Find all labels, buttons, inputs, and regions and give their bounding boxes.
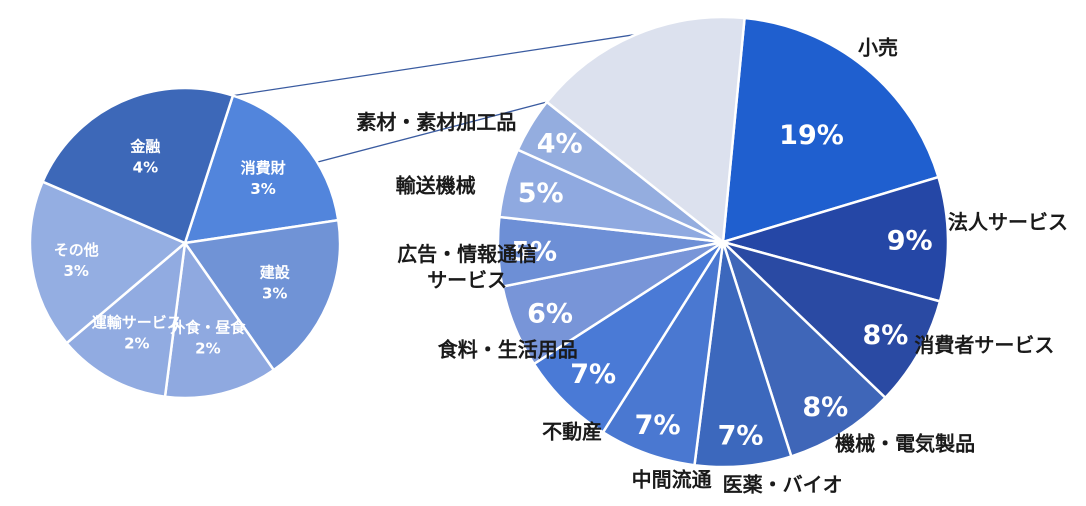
main-pie-slice-11 (545, 15, 746, 245)
main-pct-label-0: 19% (779, 120, 844, 151)
sub-pie-slice-2 (163, 239, 276, 400)
sub-pie-slice-5 (40, 86, 235, 245)
main-pct-label-1: 9% (887, 226, 933, 257)
main-category-label-10: 素材・素材加工品 (356, 110, 516, 134)
main-pct-label-5: 7% (635, 410, 681, 441)
sub-category-label-1: 建設 (260, 264, 291, 282)
main-pct-label-10: 4% (537, 129, 583, 160)
sub-pie-labels: 消費財 3% 建設 3% 外食・昼食 2% 運輸サービス 2% その他 3% 金融 4% (54, 138, 291, 358)
main-pie (496, 15, 950, 469)
sub-pie-slice-0 (183, 94, 340, 245)
main-category-label-4: 医薬・バイオ (723, 473, 843, 497)
sub-category-label-2: 外食・昼食 (169, 318, 246, 336)
sub-pie-slice-3 (64, 239, 187, 399)
sub-category-label-4: その他 (54, 241, 99, 259)
sub-pie (28, 86, 342, 400)
main-pct-label-6: 7% (570, 359, 616, 390)
main-category-label-1: 法人サービス (948, 210, 1068, 234)
main-category-label-9: 輸送機械 (396, 173, 476, 197)
main-pct-label-4: 7% (718, 421, 764, 452)
main-pct-label-7: 6% (527, 298, 573, 329)
main-pie-slice-0 (721, 16, 940, 244)
sub-pct-label-5: 4% (133, 159, 158, 177)
main-category-label-3: 機械・電気製品 (835, 431, 975, 455)
main-pct-label-8: 5% (511, 236, 557, 267)
main-pie-slice-2 (722, 240, 942, 400)
main-pct-label-3: 8% (802, 392, 848, 423)
sub-pct-label-3: 2% (124, 335, 149, 353)
sub-category-label-0: 消費財 (241, 159, 286, 177)
sub-pct-label-1: 3% (262, 285, 287, 303)
sub-pct-label-4: 3% (63, 262, 88, 280)
sub-pie-slice-1 (182, 218, 342, 372)
main-pct-label-9: 5% (518, 178, 564, 209)
main-pie-slice-3 (721, 241, 888, 458)
main-pct-label-2: 8% (862, 320, 908, 351)
main-pie-labels: 19% 9% 8% 8% 7% 7% 7% 6% 5% 5% 4% 小売法人サービス消費者サービス機械… (356, 36, 1068, 497)
main-category-label-8: 広告・情報通信サービス (397, 242, 537, 292)
sub-pct-label-0: 3% (250, 180, 275, 198)
sub-pct-label-2: 2% (195, 339, 220, 357)
main-category-label-2: 消費者サービス (914, 333, 1054, 357)
sub-pie-slice-4 (28, 180, 188, 345)
sub-category-label-5: 金融 (129, 138, 160, 156)
main-pie-slice-1 (718, 175, 950, 303)
main-category-label-6: 不動産 (542, 420, 602, 444)
sub-category-label-3: 運輸サービス (92, 314, 182, 332)
main-category-label-5: 中間流通 (632, 468, 712, 492)
main-category-label-7: 食料・生活用品 (438, 337, 578, 361)
main-category-label-0: 小売 (858, 36, 898, 60)
